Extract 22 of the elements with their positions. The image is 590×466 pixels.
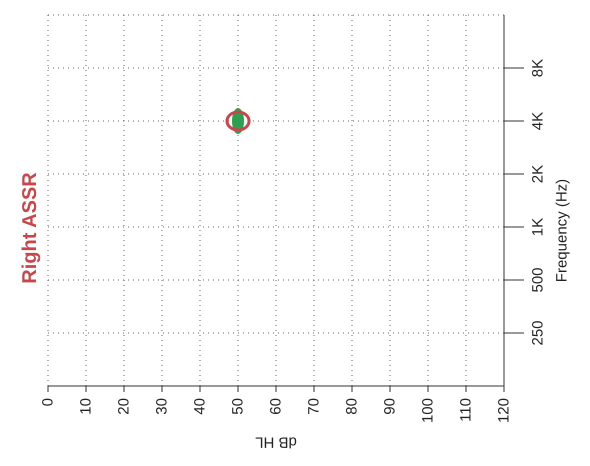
x-tick-label: 0 — [40, 398, 56, 406]
x-tick-label: 80 — [344, 398, 360, 415]
y-axis-title: Frequency (Hz) — [554, 178, 570, 282]
x-tick-label: 60 — [268, 398, 284, 415]
x-axis-title: dB HL — [255, 434, 297, 450]
y-tick-label: 4K — [530, 112, 546, 130]
y-tick-label: 1K — [530, 218, 546, 236]
x-tick-label: 110 — [458, 398, 474, 422]
x-tick-label: 120 — [496, 398, 512, 424]
x-tick-label: 40 — [192, 398, 208, 415]
x-tick-label: 20 — [116, 398, 132, 415]
y-tick-label: 8K — [530, 58, 546, 78]
x-tick-label: 100 — [420, 398, 436, 424]
y-tick-label: 250 — [530, 320, 546, 346]
text: Right ASSR — [19, 172, 41, 284]
y-tick-label: 2K — [530, 164, 546, 184]
x-tick-label: 70 — [306, 398, 322, 415]
x-tick-label: 10 — [78, 398, 94, 415]
y-tick-label: 500 — [530, 267, 546, 293]
x-tick-label: 30 — [154, 398, 170, 415]
x-tick-label: 50 — [230, 398, 246, 415]
x-tick-label: 90 — [382, 398, 398, 415]
